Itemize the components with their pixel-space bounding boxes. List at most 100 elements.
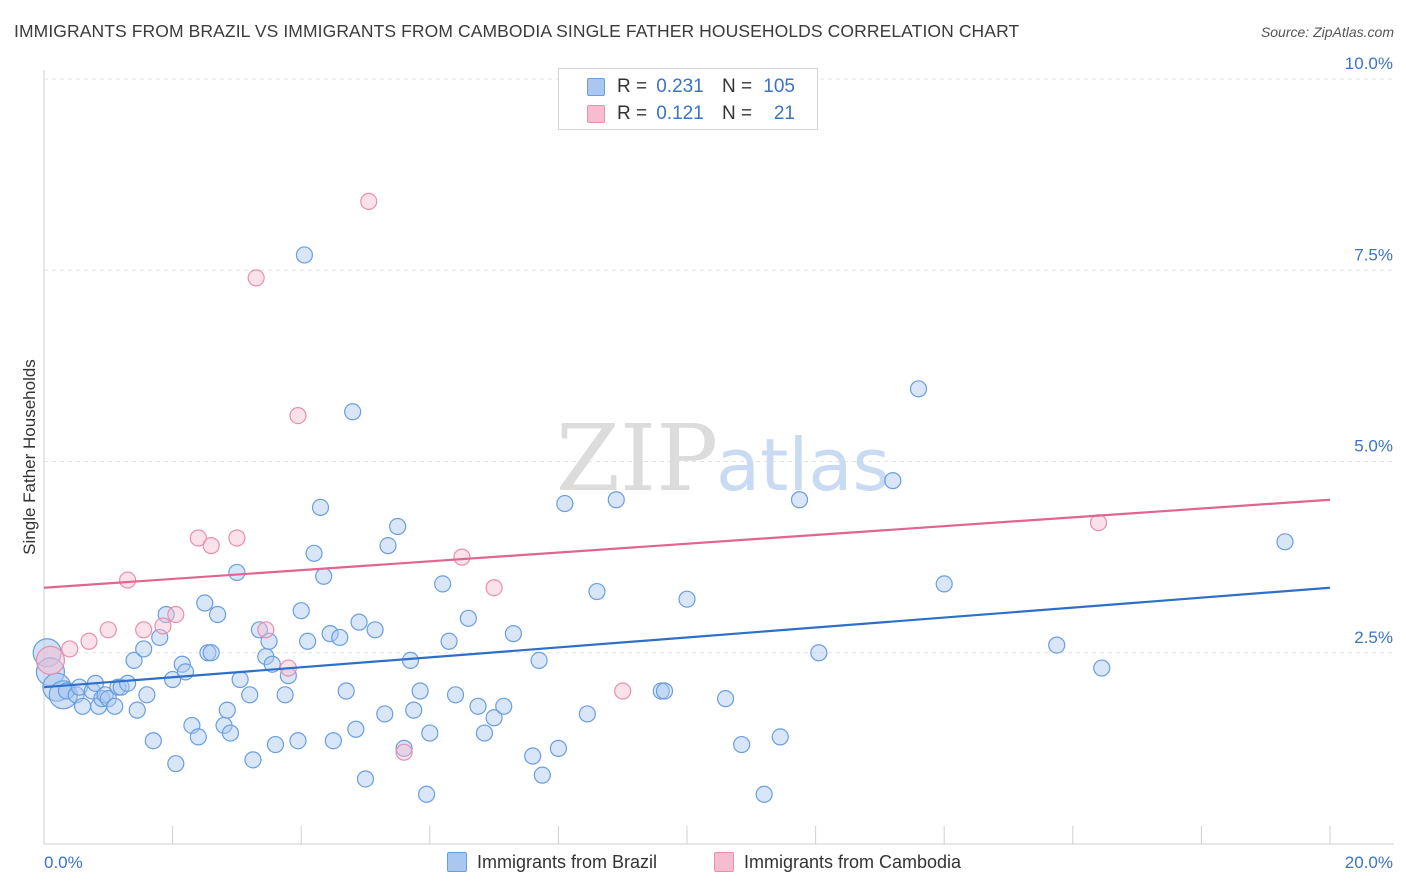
brazil-point-82 (504, 625, 522, 643)
brazil-point-57 (324, 732, 342, 750)
legend-n-label: N = (722, 103, 753, 124)
brazil-point-65 (376, 705, 394, 723)
brazil-point-72 (417, 785, 436, 803)
brazil-point-4 (57, 682, 76, 700)
brazil-point-58 (331, 628, 349, 647)
brazil-point-78 (469, 697, 487, 715)
brazil-point-98 (790, 491, 809, 509)
brazil-point-47 (276, 686, 294, 704)
brazil-point-52 (299, 632, 317, 650)
brazil-point-20 (135, 640, 153, 658)
brazil-point-89 (588, 582, 606, 601)
cambodia-point-18 (485, 579, 503, 597)
brazil-point-71 (411, 682, 429, 700)
brazil-point-83 (524, 747, 542, 765)
bottom-legend-label-cambodia: Immigrants from Cambodia (744, 852, 962, 872)
brazil-point-79 (475, 724, 494, 742)
brazil-point-86 (549, 739, 568, 757)
brazil-point-94 (716, 690, 735, 708)
brazil-point-60 (344, 403, 362, 421)
cambodia-point-5 (135, 621, 153, 639)
cambodia-point-4 (118, 571, 137, 589)
legend-row-cambodia: R = 0.121 N = 21 (559, 101, 819, 127)
legend-r-value-cambodia: 0.121 (656, 103, 704, 124)
brazil-point-56 (321, 625, 339, 643)
bottom-legend-swatch-brazil (447, 852, 467, 872)
legend-n-value-brazil: 105 (763, 76, 795, 97)
brazil-point-49 (289, 732, 307, 750)
brazil-point-104 (1093, 659, 1111, 677)
brazil-point-68 (395, 739, 413, 757)
cambodia-point-16 (395, 743, 413, 761)
brazil-point-74 (434, 575, 452, 593)
y-tick-labels: 2.5% 5.0% 7.5% 10.0% (1345, 54, 1393, 647)
cambodia-point-2 (80, 632, 98, 650)
cambodia-point-8 (189, 529, 207, 547)
brazil-point-50 (292, 602, 310, 620)
cambodia-point-0 (35, 645, 66, 676)
brazil-point-31 (196, 594, 214, 612)
brazil-point-40 (241, 686, 259, 704)
chart-title: IMMIGRANTS FROM BRAZIL VS IMMIGRANTS FRO… (14, 21, 1020, 41)
y-tick-label-0: 2.5% (1354, 628, 1393, 647)
brazil-point-25 (164, 670, 182, 689)
legend-r-label: R = (617, 76, 648, 97)
brazil-point-62 (350, 613, 368, 631)
brazil-point-41 (244, 751, 262, 769)
bottom-legend-label-brazil: Immigrants from Brazil (477, 852, 658, 872)
y-axis-label: Single Father Households (20, 359, 39, 555)
brazil-point-64 (366, 621, 384, 639)
brazil-point-97 (771, 728, 789, 746)
brazil-point-80 (485, 709, 503, 727)
brazil-point-46 (266, 735, 285, 754)
brazil-point-92 (655, 682, 674, 700)
brazil-point-17 (118, 674, 137, 692)
brazil-point-101 (909, 380, 928, 398)
brazil-point-76 (446, 686, 465, 704)
cambodia-point-9 (202, 537, 220, 555)
cambodia-point-17 (453, 548, 471, 566)
brazil-point-88 (578, 705, 596, 723)
legend-n-label: N = (722, 76, 753, 97)
brazil-point-7 (73, 697, 92, 715)
gridlines (44, 78, 1394, 654)
legend-swatch-cambodia (587, 105, 605, 123)
brazil-point-59 (337, 682, 355, 700)
brazil-point-36 (218, 701, 236, 719)
brazil-point-87 (556, 494, 574, 513)
brazil-point-37 (221, 724, 240, 742)
brazil-point-102 (935, 575, 953, 593)
brazil-point-54 (311, 498, 330, 516)
legend: R = 0.231 N = 105 R = 0.121 N = 21 (558, 68, 818, 130)
brazil-point-33 (202, 644, 220, 662)
trend-lines (43, 498, 1331, 689)
cambodia-point-3 (99, 621, 117, 639)
brazil-point-38 (228, 563, 246, 582)
brazil-point-67 (389, 517, 407, 536)
cambodia-trend-line (43, 498, 1331, 589)
brazil-point-51 (295, 246, 314, 264)
legend-r-value-brazil: 0.231 (656, 76, 704, 97)
source-attribution: Source: ZipAtlas.com (1260, 24, 1394, 40)
brazil-point-63 (356, 770, 375, 788)
cambodia-point-7 (167, 605, 185, 624)
legend-r-label: R = (617, 103, 648, 124)
brazil-point-84 (530, 651, 548, 670)
brazil-point-103 (1048, 636, 1066, 654)
brazil-point-55 (315, 567, 333, 585)
brazil-point-21 (138, 686, 156, 704)
brazil-point-69 (401, 651, 420, 670)
brazil-point-61 (347, 720, 365, 738)
cambodia-point-19 (614, 682, 632, 700)
brazil-point-105 (1276, 533, 1294, 551)
x-tick-label-max: 20.0% (1345, 853, 1393, 872)
x-tick-label-min: 0.0% (44, 853, 83, 872)
cambodia-point-12 (257, 621, 275, 639)
brazil-point-99 (810, 644, 828, 662)
brazil-point-66 (379, 537, 397, 555)
y-tick-label-3: 10.0% (1345, 54, 1393, 73)
bottom-legend-cambodia: Immigrants from Cambodia (714, 852, 961, 873)
brazil-point-42 (250, 621, 269, 639)
cambodia-point-6 (154, 617, 172, 635)
